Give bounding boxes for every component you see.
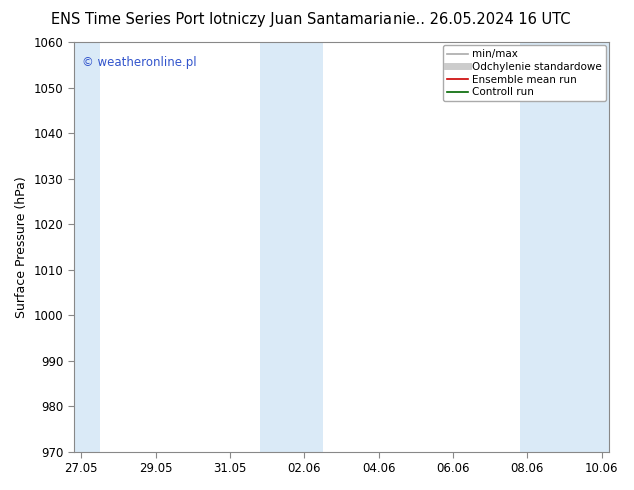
Legend: min/max, Odchylenie standardowe, Ensemble mean run, Controll run: min/max, Odchylenie standardowe, Ensembl… [443,45,606,101]
Y-axis label: Surface Pressure (hPa): Surface Pressure (hPa) [15,176,28,318]
Text: nie.. 26.05.2024 16 UTC: nie.. 26.05.2024 16 UTC [393,12,571,27]
Text: © weatheronline.pl: © weatheronline.pl [82,56,197,70]
Bar [259,42,323,452]
Text: ENS Time Series Port lotniczy Juan Santamaria: ENS Time Series Port lotniczy Juan Santa… [51,12,392,27]
Bar [520,42,609,452]
Bar [74,42,100,452]
